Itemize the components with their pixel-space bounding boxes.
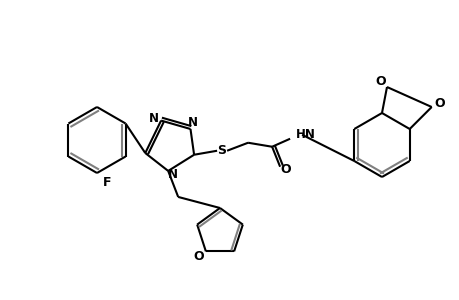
Text: S: S <box>217 144 226 157</box>
Text: O: O <box>280 163 291 176</box>
Text: N: N <box>187 116 197 130</box>
Text: N: N <box>168 168 178 182</box>
Text: HN: HN <box>296 128 315 141</box>
Text: O: O <box>375 74 386 88</box>
Text: F: F <box>103 176 111 190</box>
Text: O: O <box>433 97 444 110</box>
Text: O: O <box>193 250 204 263</box>
Text: N: N <box>149 112 159 125</box>
